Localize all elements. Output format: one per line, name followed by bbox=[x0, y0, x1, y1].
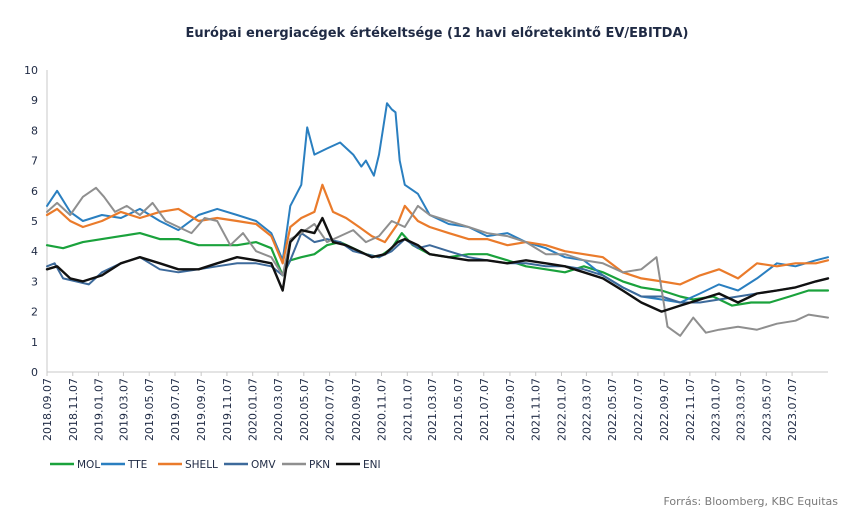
x-tick-label: 2020.01.07 bbox=[247, 378, 260, 441]
x-tick-label: 2022.09.07 bbox=[658, 378, 671, 441]
y-tick-label: 4 bbox=[31, 245, 38, 258]
x-tick-label: 2021.05.07 bbox=[452, 378, 465, 441]
y-tick-label: 10 bbox=[24, 64, 38, 77]
x-tick-label: 2020.07.07 bbox=[324, 378, 337, 441]
x-tick-label: 2023.03.07 bbox=[735, 378, 748, 441]
y-tick-label: 5 bbox=[31, 215, 38, 228]
x-tick-label: 2021.01.07 bbox=[401, 378, 414, 441]
legend-label-tte: TTE bbox=[127, 459, 147, 471]
x-tick-label: 2021.07.07 bbox=[478, 378, 491, 441]
x-tick-label: 2019.05.07 bbox=[143, 378, 156, 441]
y-tick-label: 3 bbox=[31, 275, 38, 288]
x-tick-label: 2023.05.07 bbox=[760, 378, 773, 441]
legend-label-omv: OMV bbox=[251, 459, 276, 471]
source-note: Forrás: Bloomberg, KBC Equitas bbox=[663, 495, 838, 508]
legend-label-pkn: PKN bbox=[309, 459, 330, 471]
legend: MOL TTE SHELL OMV PKN ENI bbox=[50, 459, 381, 471]
x-tick-label: 2023.01.07 bbox=[710, 378, 723, 441]
y-tick-label: 7 bbox=[31, 155, 38, 168]
legend-label-mol: MOL bbox=[77, 459, 100, 471]
x-tick-label: 2019.03.07 bbox=[117, 378, 130, 441]
x-tick-label: 2023.07.07 bbox=[786, 378, 799, 441]
x-tick-label: 2019.07.07 bbox=[169, 378, 182, 441]
x-tick-label: 2019.11.07 bbox=[221, 378, 234, 441]
y-tick-label: 6 bbox=[31, 185, 38, 198]
series-line-tte bbox=[46, 102, 829, 304]
y-tick-label: 8 bbox=[31, 124, 38, 137]
x-tick-label: 2022.01.07 bbox=[555, 378, 568, 441]
x-tick-label: 2018.09.07 bbox=[41, 378, 54, 441]
series-lines bbox=[45, 102, 830, 337]
x-tick-label: 2020.11.07 bbox=[376, 378, 389, 441]
x-tick-label: 2020.09.07 bbox=[350, 378, 363, 441]
series-line-eni bbox=[45, 216, 830, 313]
y-tick-label: 0 bbox=[31, 366, 38, 379]
y-tick-label: 9 bbox=[31, 94, 38, 107]
x-tick-label: 2021.09.07 bbox=[504, 378, 517, 441]
legend-label-shell: SHELL bbox=[185, 459, 218, 471]
y-axis-ticks: 0 1 2 3 4 5 6 7 8 9 10 bbox=[24, 64, 38, 379]
x-tick-label: 2022.05.07 bbox=[606, 378, 619, 441]
x-tick-label: 2019.09.07 bbox=[195, 378, 208, 441]
series-line-omv bbox=[46, 232, 829, 304]
x-tick-label: 2022.11.07 bbox=[684, 378, 697, 441]
x-tick-label: 2018.11.07 bbox=[67, 378, 80, 441]
chart-title: Európai energiacégek értékeltsége (12 ha… bbox=[186, 26, 689, 41]
series-line-pkn bbox=[46, 186, 829, 337]
x-axis-ticks: 2018.09.07 2018.11.07 2019.01.07 2019.03.07… bbox=[41, 372, 799, 441]
x-tick-label: 2021.03.07 bbox=[426, 378, 439, 441]
legend-label-eni: ENI bbox=[363, 459, 381, 471]
x-tick-label: 2019.01.07 bbox=[93, 378, 106, 441]
x-tick-label: 2020.05.07 bbox=[298, 378, 311, 441]
x-tick-label: 2020.03.07 bbox=[272, 378, 285, 441]
x-tick-label: 2021.11.07 bbox=[530, 378, 543, 441]
x-tick-label: 2022.03.07 bbox=[580, 378, 593, 441]
y-tick-label: 2 bbox=[31, 306, 38, 319]
x-tick-label: 2022.07.07 bbox=[632, 378, 645, 441]
y-tick-label: 1 bbox=[31, 336, 38, 349]
series-line-mol bbox=[45, 232, 830, 307]
